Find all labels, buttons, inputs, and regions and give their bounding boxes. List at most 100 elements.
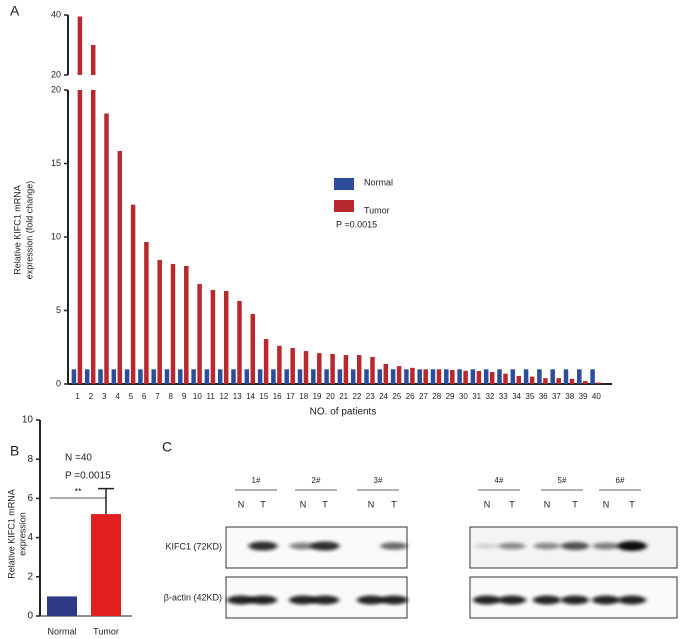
blot-group-label: 5# bbox=[558, 476, 567, 485]
bar bbox=[503, 373, 508, 384]
x-tick-label: 35 bbox=[525, 392, 534, 401]
blot-row-label: β-actin (42KD) bbox=[164, 592, 222, 602]
bar bbox=[383, 364, 389, 384]
x-tick-label: 20 bbox=[326, 392, 335, 401]
blot-band bbox=[533, 595, 561, 605]
bar bbox=[476, 371, 482, 384]
x-tick-label: 28 bbox=[432, 392, 441, 401]
blot-group-label: 3# bbox=[374, 476, 383, 485]
bar bbox=[356, 355, 362, 384]
x-axis-title: NO. of patients bbox=[310, 407, 377, 418]
x-tick-label: 19 bbox=[313, 392, 322, 401]
x-tick-label: 1 bbox=[75, 392, 80, 401]
x-tick-label: Normal bbox=[47, 626, 76, 636]
x-tick-label: 17 bbox=[286, 392, 295, 401]
blot-band bbox=[618, 595, 646, 605]
bar bbox=[263, 339, 269, 384]
annotation: P =0.0015 bbox=[336, 219, 377, 229]
x-tick-label: 34 bbox=[512, 392, 521, 401]
bar bbox=[250, 314, 256, 384]
bar bbox=[144, 241, 149, 384]
annotation: N =40 bbox=[65, 453, 92, 464]
blot-band bbox=[289, 595, 317, 605]
bar bbox=[191, 369, 196, 384]
blot-group-label: 6# bbox=[616, 476, 625, 485]
bar bbox=[71, 369, 77, 384]
bar bbox=[237, 300, 242, 384]
bar bbox=[396, 366, 402, 384]
bar bbox=[404, 369, 409, 384]
blot-lane-label: N bbox=[238, 499, 245, 509]
x-tick-label: 7 bbox=[155, 392, 160, 401]
blot-lane-label: N bbox=[300, 499, 307, 509]
bar bbox=[470, 369, 476, 384]
blot-band bbox=[380, 595, 408, 605]
bar bbox=[450, 370, 455, 384]
blot-band bbox=[310, 541, 340, 551]
bar bbox=[497, 369, 502, 384]
panel-label: B bbox=[10, 443, 19, 459]
y-tick-label: 10 bbox=[51, 231, 61, 241]
bar bbox=[556, 378, 561, 384]
bar bbox=[184, 265, 189, 384]
x-tick-label: 31 bbox=[472, 392, 481, 401]
bar bbox=[523, 369, 529, 384]
bar bbox=[563, 369, 569, 384]
legend-swatch bbox=[334, 200, 354, 212]
bar bbox=[529, 376, 535, 384]
x-tick-label: 40 bbox=[592, 392, 601, 401]
y-axis-title: expression (fold change) bbox=[24, 181, 34, 280]
bar bbox=[577, 369, 582, 384]
x-tick-label: 38 bbox=[565, 392, 574, 401]
x-tick-label: 4 bbox=[115, 392, 120, 401]
y-tick-label: 10 bbox=[22, 415, 34, 426]
bar-upper bbox=[77, 16, 83, 75]
x-tick-label: 2 bbox=[89, 392, 94, 401]
x-tick-label: 13 bbox=[233, 392, 242, 401]
bar bbox=[98, 369, 103, 384]
legend-label: Tumor bbox=[364, 205, 390, 215]
bar bbox=[117, 151, 123, 384]
bar bbox=[590, 369, 595, 384]
y-tick-label: 6 bbox=[27, 493, 33, 504]
blot-group-label: 2# bbox=[312, 476, 321, 485]
panel-label: C bbox=[162, 439, 172, 455]
bar bbox=[197, 284, 202, 384]
bar bbox=[483, 369, 489, 384]
bar bbox=[130, 204, 136, 384]
blot-band bbox=[561, 595, 589, 605]
bar bbox=[303, 351, 309, 384]
bar bbox=[297, 369, 303, 384]
blot-band bbox=[498, 542, 526, 550]
blot-group-label: 4# bbox=[495, 476, 504, 485]
bar bbox=[350, 369, 356, 384]
blot-band bbox=[357, 595, 385, 605]
y-axis-title: expression bbox=[17, 512, 27, 556]
x-tick-label: 27 bbox=[419, 392, 428, 401]
blot-row-label: KIFC1 (72KD) bbox=[165, 541, 222, 551]
bar bbox=[417, 369, 422, 384]
x-tick-label: 36 bbox=[539, 392, 548, 401]
x-tick-label: 9 bbox=[182, 392, 187, 401]
bar bbox=[423, 369, 428, 384]
bar bbox=[330, 354, 335, 384]
y-tick-label: 4 bbox=[27, 532, 33, 543]
blot-lane-label: N bbox=[484, 499, 491, 509]
bar bbox=[277, 345, 282, 384]
x-tick-label: 8 bbox=[169, 392, 174, 401]
y-tick-label: 5 bbox=[56, 305, 61, 315]
bar bbox=[436, 369, 442, 384]
bar bbox=[290, 347, 295, 384]
bar bbox=[489, 371, 495, 384]
bar bbox=[170, 264, 176, 384]
blot-lane-label: N bbox=[368, 499, 375, 509]
x-tick-label: 37 bbox=[552, 392, 561, 401]
blot-group-label: 1# bbox=[252, 476, 261, 485]
blot-band bbox=[592, 595, 620, 605]
blot-lane-label: N bbox=[603, 499, 610, 509]
bar bbox=[84, 369, 90, 384]
blot-lane-label: N bbox=[544, 499, 551, 509]
bar-upper bbox=[90, 45, 96, 75]
y-tick-label: 20 bbox=[51, 84, 61, 94]
y-axis-title: Relative KIFC1 mRNA bbox=[12, 185, 22, 275]
